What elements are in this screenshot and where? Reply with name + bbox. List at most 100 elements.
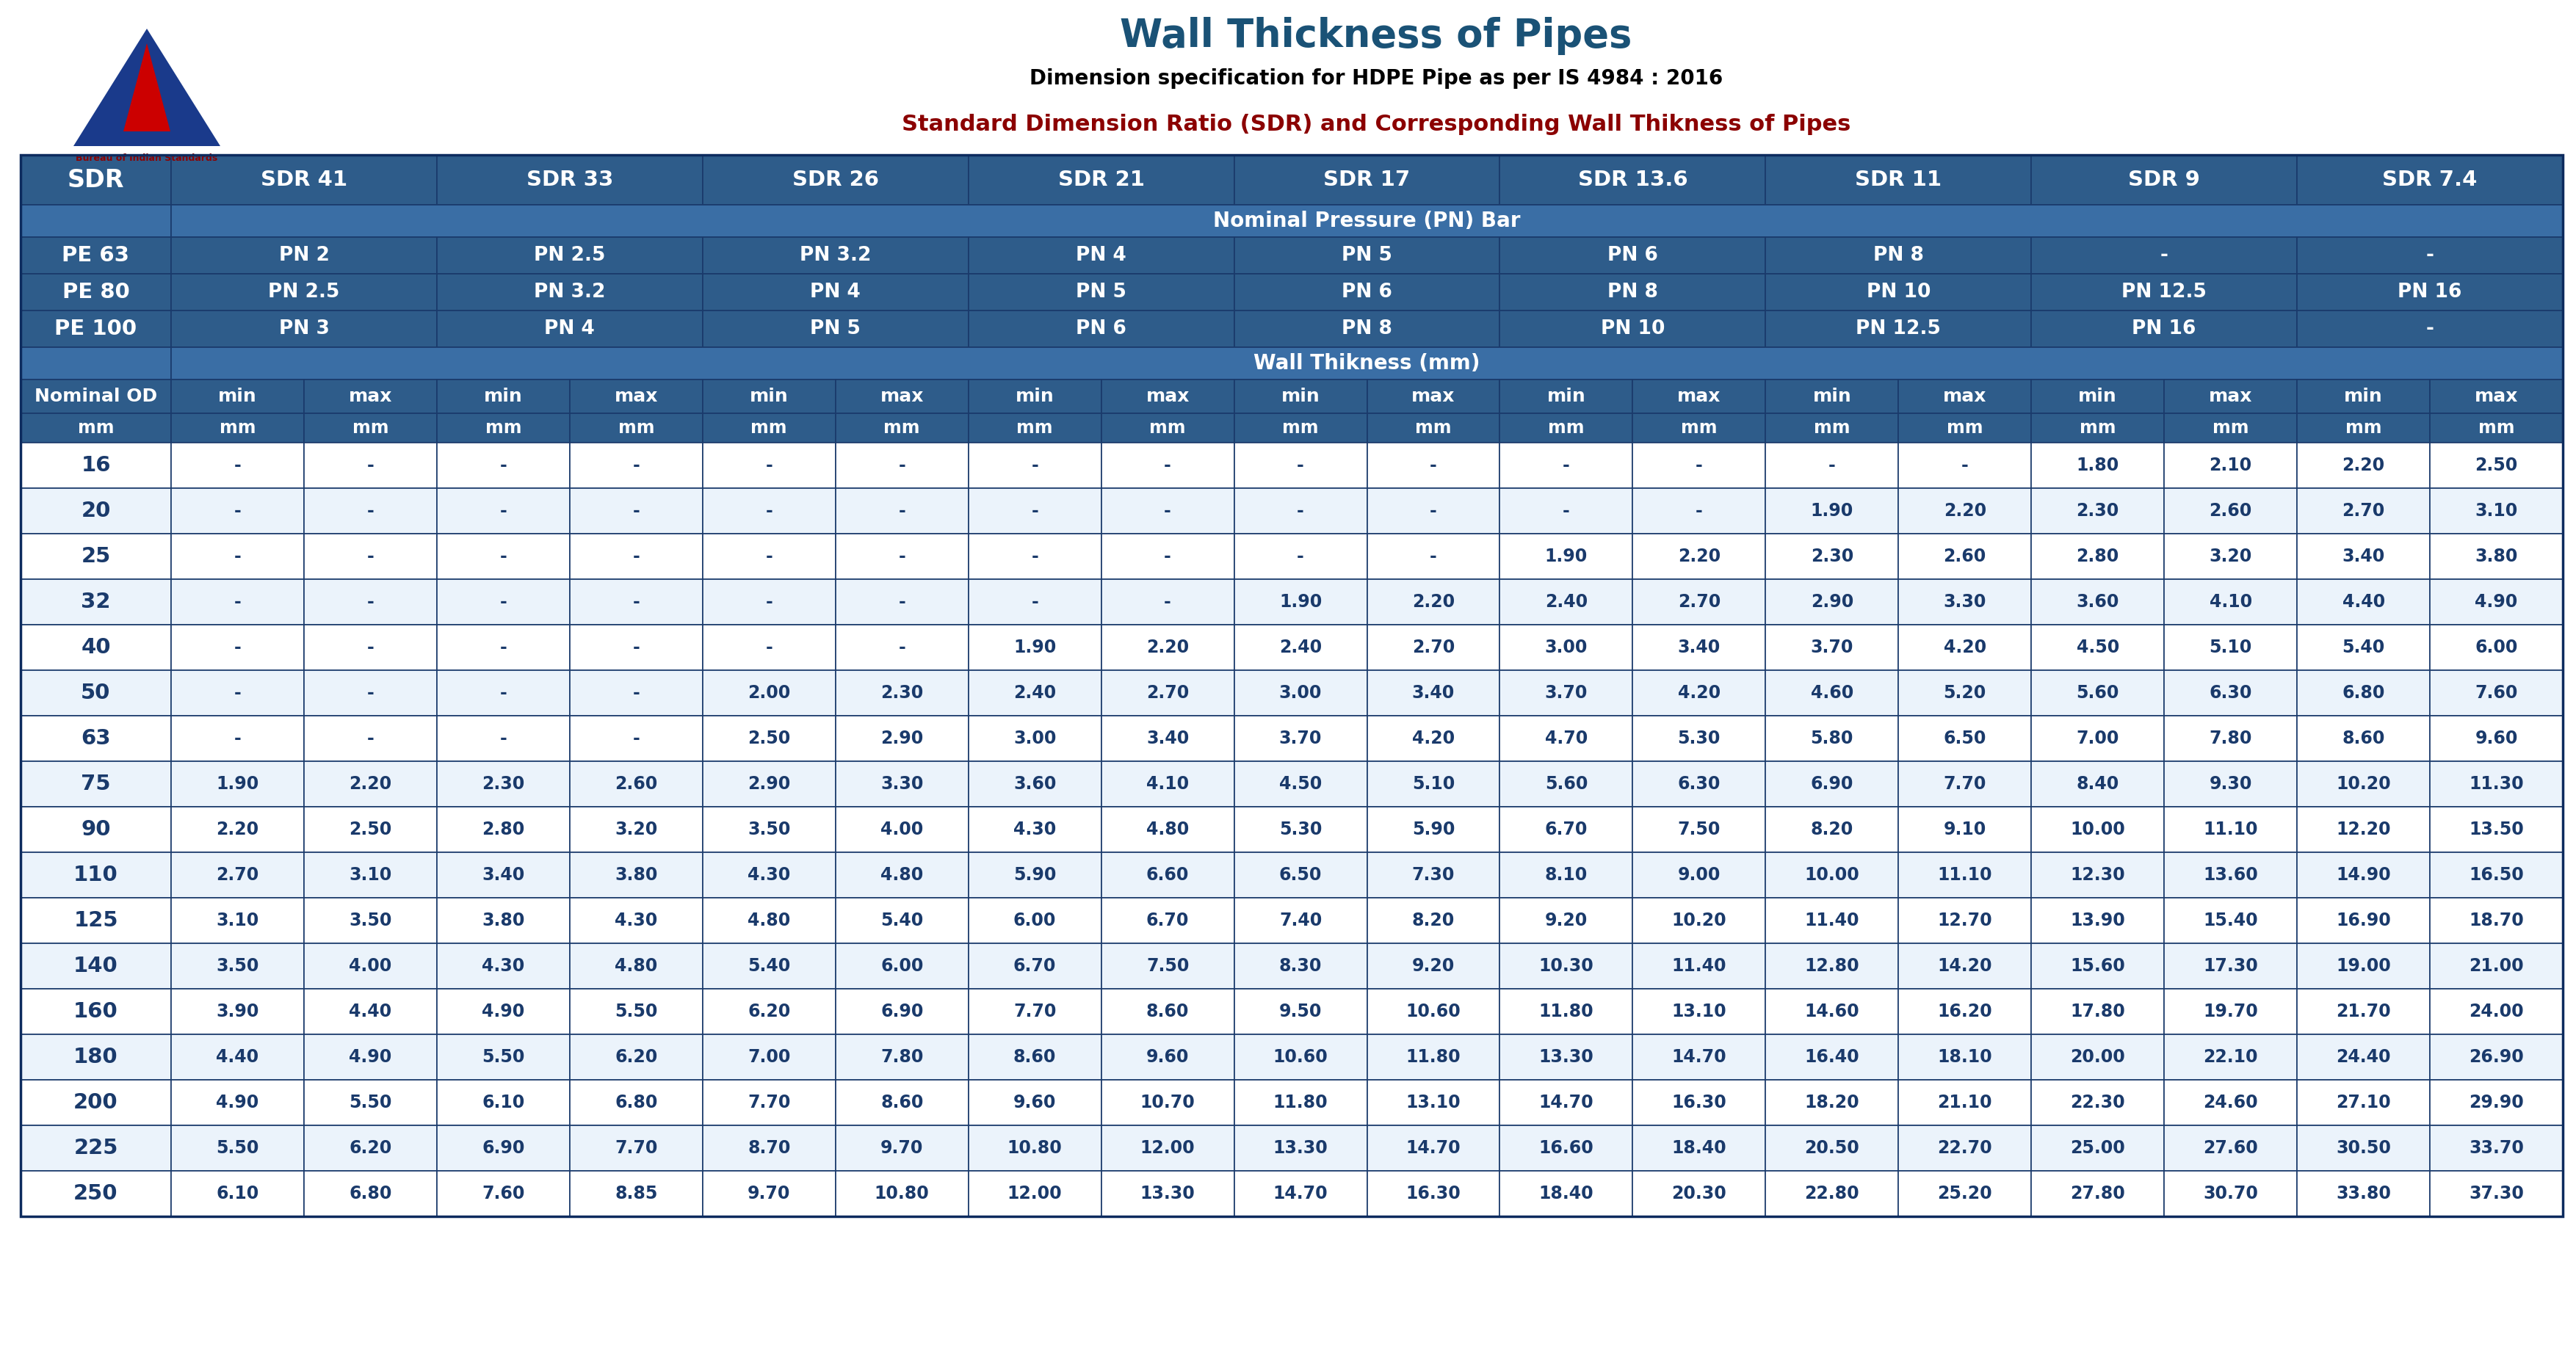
Bar [2298,237,2563,274]
Text: 6.50: 6.50 [1942,730,1986,748]
Text: 4.00: 4.00 [348,958,392,975]
Bar [2429,443,2563,488]
Bar [703,944,835,989]
Bar [170,852,304,897]
Text: 3.00: 3.00 [1546,638,1587,656]
Bar [2429,413,2563,443]
Bar [1899,716,2032,761]
Bar [969,380,1100,413]
Text: 2.70: 2.70 [1146,685,1190,702]
Text: -: - [366,457,374,475]
Text: max: max [2476,388,2519,405]
Text: 10.60: 10.60 [1406,1003,1461,1021]
Text: 7.30: 7.30 [1412,866,1455,884]
Text: 3.20: 3.20 [2210,547,2251,565]
Text: 1.90: 1.90 [1546,547,1587,565]
Bar [170,347,2563,380]
Text: -: - [1030,593,1038,611]
Text: 2.90: 2.90 [1811,593,1852,611]
Text: 27.10: 27.10 [2336,1093,2391,1111]
Text: mm: mm [1947,420,1984,436]
Bar [438,155,703,204]
Text: PE 63: PE 63 [62,246,129,266]
Text: 2.20: 2.20 [1942,502,1986,520]
Text: 3.50: 3.50 [747,820,791,838]
Text: 4.10: 4.10 [1146,775,1190,793]
Bar [1368,624,1499,670]
Text: 5.50: 5.50 [216,1139,260,1157]
Text: 4.00: 4.00 [881,820,922,838]
Bar [21,204,170,237]
Bar [438,579,569,624]
Bar [1633,1170,1765,1217]
Text: 2.50: 2.50 [348,820,392,838]
Bar [569,579,703,624]
Bar [438,1125,569,1170]
Bar [2032,1034,2164,1080]
Text: -: - [366,547,374,565]
Bar [1633,989,1765,1034]
Bar [2164,1080,2298,1125]
Text: -: - [634,593,639,611]
Text: 3.50: 3.50 [348,912,392,929]
Bar [969,989,1100,1034]
Text: 6.20: 6.20 [616,1048,657,1066]
Bar [2429,1125,2563,1170]
Text: mm: mm [1149,420,1185,436]
Text: 9.60: 9.60 [1146,1048,1190,1066]
Text: 7.00: 7.00 [747,1048,791,1066]
Text: 17.30: 17.30 [2202,958,2259,975]
Bar [1499,237,1765,274]
Text: 2.60: 2.60 [1942,547,1986,565]
Text: 3.00: 3.00 [1012,730,1056,748]
Text: 7.80: 7.80 [2210,730,2251,748]
Bar [170,310,438,347]
Text: mm: mm [2478,420,2514,436]
Text: 37.30: 37.30 [2468,1185,2524,1202]
Text: 160: 160 [75,1002,118,1022]
Text: 1.90: 1.90 [1280,593,1321,611]
Text: 2.00: 2.00 [747,685,791,702]
Text: 4.50: 4.50 [1280,775,1321,793]
Bar [1234,1080,1368,1125]
Text: 10.60: 10.60 [1273,1048,1329,1066]
Text: 5.90: 5.90 [1012,866,1056,884]
Bar [1100,1080,1234,1125]
Bar [2032,488,2164,534]
Text: 2.40: 2.40 [1546,593,1587,611]
Text: 180: 180 [75,1047,118,1067]
Text: -: - [1430,457,1437,475]
Text: Dimension specification for HDPE Pipe as per IS 4984 : 2016: Dimension specification for HDPE Pipe as… [1030,69,1723,89]
Text: 5.40: 5.40 [881,912,922,929]
Bar [170,897,304,944]
Bar [304,807,438,852]
Text: 7.40: 7.40 [1280,912,1321,929]
Bar [2429,534,2563,579]
Bar [569,413,703,443]
Text: mm: mm [884,420,920,436]
Text: 14.70: 14.70 [1406,1139,1461,1157]
Text: 2.20: 2.20 [2342,457,2385,475]
Bar [21,534,170,579]
Bar [438,274,703,310]
Text: 16.60: 16.60 [1538,1139,1595,1157]
Text: 6.00: 6.00 [881,958,922,975]
Bar [2298,274,2563,310]
Text: 33.80: 33.80 [2336,1185,2391,1202]
Text: 9.50: 9.50 [1280,1003,1321,1021]
Text: max: max [1412,388,1455,405]
Bar [304,1170,438,1217]
Bar [1234,670,1368,716]
Bar [703,761,835,807]
Text: 10.20: 10.20 [2336,775,2391,793]
Bar [2298,624,2429,670]
Bar [1765,1034,1899,1080]
Bar [2298,534,2429,579]
Text: 14.70: 14.70 [1538,1093,1595,1111]
Bar [1765,624,1899,670]
Bar [438,852,569,897]
Bar [2164,534,2298,579]
Text: 3.30: 3.30 [1942,593,1986,611]
Bar [1765,443,1899,488]
Bar [969,310,1234,347]
